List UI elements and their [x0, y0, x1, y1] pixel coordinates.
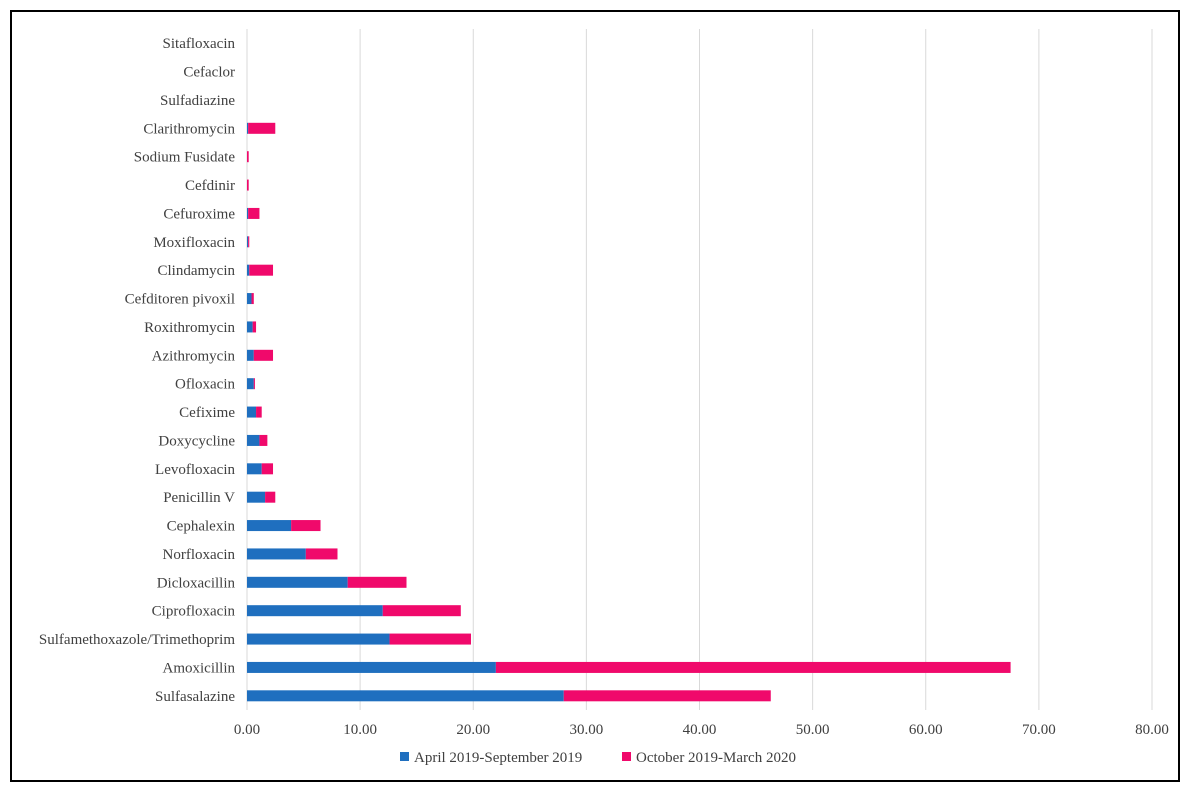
bar-segment-apr-sep-2019: [247, 548, 306, 560]
bar-segment-oct-2019-mar-2020: [291, 520, 321, 532]
bar-segment-apr-sep-2019: [247, 520, 292, 532]
x-tick-label: 40.00: [683, 722, 717, 738]
x-tick-label: 0.00: [234, 722, 260, 738]
bar-chart: Sulfasalazine Amoxicillin Sulfamethoxazole…: [39, 29, 1169, 766]
x-tick-label: 10.00: [343, 722, 377, 738]
category-label: Cefaclor: [183, 65, 235, 81]
bar-segment-oct-2019-mar-2020: [249, 264, 274, 276]
bar-segment-oct-2019-mar-2020: [389, 633, 471, 645]
bar-segment-oct-2019-mar-2020: [248, 122, 276, 134]
category-label: Moxifloxacin: [153, 235, 235, 251]
category-label: Sodium Fusidate: [134, 150, 236, 166]
category-label: Doxycycline: [158, 433, 235, 449]
bar-segment-apr-sep-2019: [247, 122, 249, 134]
bar-segment-oct-2019-mar-2020: [265, 491, 276, 503]
category-label: Clindamycin: [158, 263, 236, 279]
bar-segment-oct-2019-mar-2020: [248, 207, 260, 219]
category-label: Penicillin V: [163, 490, 235, 506]
x-axis-tick-labels: 0.00 10.00 20.00 30.00 40.00 50.00 60.00 70.00 8…: [234, 722, 1169, 738]
x-tick-label: 50.00: [796, 722, 830, 738]
bar-segment-apr-sep-2019: [247, 633, 390, 645]
bar-segment-apr-sep-2019: [247, 207, 249, 219]
category-label: Dicloxacillin: [157, 575, 236, 591]
bar-segment-apr-sep-2019: [247, 236, 249, 248]
bar-segment-apr-sep-2019: [247, 264, 250, 276]
bar-segment-apr-sep-2019: [247, 406, 257, 418]
bar-segment-apr-sep-2019: [247, 576, 348, 588]
x-tick-label: 70.00: [1022, 722, 1056, 738]
bar-segment-apr-sep-2019: [247, 463, 262, 475]
x-tick-label: 80.00: [1135, 722, 1169, 738]
bar-segment-oct-2019-mar-2020: [253, 378, 255, 390]
bar-segment-oct-2019-mar-2020: [495, 661, 1011, 673]
bar-segment-oct-2019-mar-2020: [248, 236, 250, 248]
gridlines: [246, 29, 1153, 710]
bar-segment-oct-2019-mar-2020: [261, 463, 274, 475]
category-label: Roxithromycin: [144, 320, 235, 336]
category-label: Cefuroxime: [163, 206, 235, 222]
bars: [247, 122, 1011, 702]
category-label: Sulfadiazine: [160, 93, 235, 109]
bar-segment-apr-sep-2019: [247, 293, 252, 305]
category-label: Cefixime: [179, 405, 235, 421]
category-label: Norfloxacin: [163, 547, 236, 563]
bar-segment-oct-2019-mar-2020: [252, 321, 257, 333]
category-label: Ofloxacin: [175, 377, 235, 393]
x-tick-label: 30.00: [570, 722, 604, 738]
category-label: Clarithromycin: [143, 121, 235, 137]
x-tick-label: 60.00: [909, 722, 943, 738]
bar-segment-oct-2019-mar-2020: [347, 576, 407, 588]
bar-segment-oct-2019-mar-2020: [305, 548, 338, 560]
category-label: Cefdinir: [185, 178, 235, 194]
bar-segment-oct-2019-mar-2020: [251, 293, 254, 305]
legend-label: April 2019-September 2019: [414, 750, 582, 766]
category-label: Sulfamethoxazole/Trimethoprim: [39, 632, 235, 648]
category-label: Cephalexin: [167, 519, 236, 535]
bar-segment-oct-2019-mar-2020: [253, 349, 274, 361]
category-label: Sulfasalazine: [155, 689, 235, 705]
chart-frame: Sulfasalazine Amoxicillin Sulfamethoxazole…: [10, 10, 1180, 782]
bar-segment-oct-2019-mar-2020: [247, 151, 249, 163]
category-label: Azithromycin: [152, 348, 236, 364]
bar-segment-oct-2019-mar-2020: [247, 179, 249, 191]
category-labels: Sulfasalazine Amoxicillin Sulfamethoxazole…: [39, 36, 236, 705]
category-label: Levofloxacin: [155, 462, 235, 478]
legend-swatch: [400, 752, 409, 761]
category-label: Ciprofloxacin: [152, 604, 236, 620]
x-tick-label: 20.00: [456, 722, 490, 738]
legend: April 2019-September 2019 October 2019-Ma…: [400, 750, 796, 766]
legend-label: October 2019-March 2020: [636, 750, 796, 766]
bar-segment-apr-sep-2019: [247, 434, 260, 446]
bar-segment-oct-2019-mar-2020: [256, 406, 262, 418]
bar-segment-apr-sep-2019: [247, 605, 383, 617]
bar-segment-apr-sep-2019: [247, 491, 266, 503]
bar-segment-oct-2019-mar-2020: [563, 690, 771, 702]
legend-swatch: [622, 752, 631, 761]
bar-segment-apr-sep-2019: [247, 321, 253, 333]
bar-segment-apr-sep-2019: [247, 661, 496, 673]
bar-segment-oct-2019-mar-2020: [259, 434, 268, 446]
category-label: Amoxicillin: [163, 660, 236, 676]
bar-segment-apr-sep-2019: [247, 349, 254, 361]
bar-segment-apr-sep-2019: [247, 378, 254, 390]
category-label: Cefditoren pivoxil: [125, 292, 235, 308]
bar-segment-apr-sep-2019: [247, 690, 564, 702]
category-label: Sitafloxacin: [163, 36, 236, 52]
bar-segment-oct-2019-mar-2020: [382, 605, 461, 617]
